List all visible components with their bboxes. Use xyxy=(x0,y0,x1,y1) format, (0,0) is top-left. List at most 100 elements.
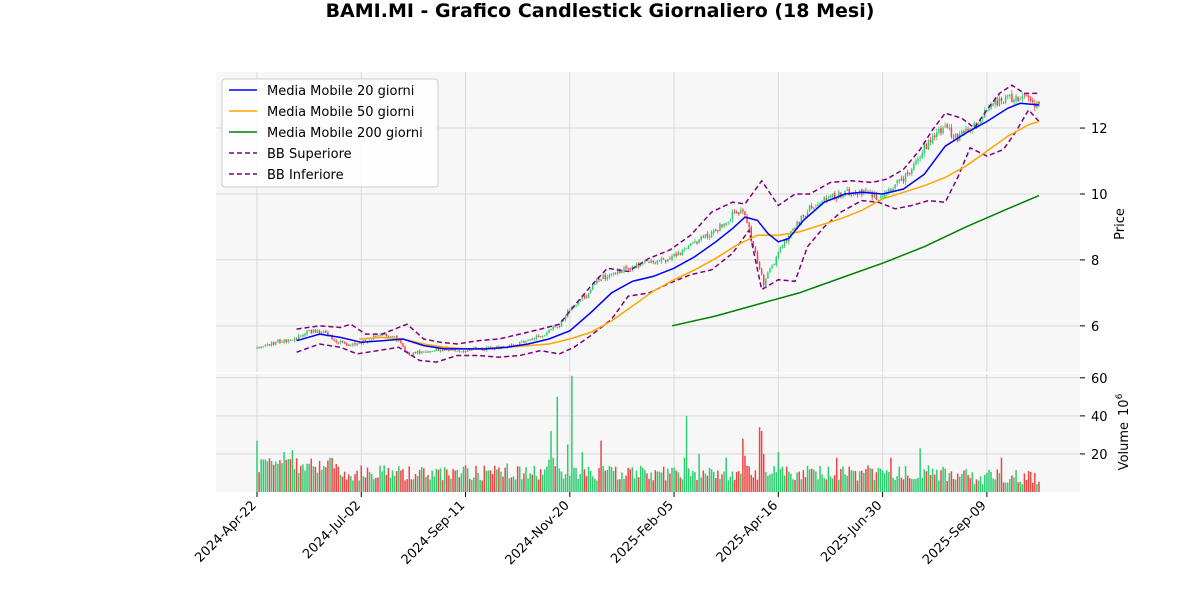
volume-bar xyxy=(1017,482,1019,492)
volume-bar xyxy=(529,473,531,492)
candle-body xyxy=(458,350,461,352)
volume-bar xyxy=(754,470,757,492)
candle-body xyxy=(792,228,794,231)
ma20-line xyxy=(296,102,1040,350)
volume-bar xyxy=(944,468,946,492)
candle-body xyxy=(464,351,467,352)
volume-bar xyxy=(623,478,625,492)
candle-body xyxy=(575,305,577,306)
volume-bar xyxy=(523,473,525,492)
candle-body xyxy=(356,344,358,346)
volume-bar xyxy=(850,470,853,492)
volume-bar xyxy=(796,472,798,492)
candle-body xyxy=(621,270,623,273)
candle-body xyxy=(614,272,617,274)
candle-body xyxy=(815,206,817,208)
volume-bar xyxy=(1000,457,1003,492)
volume-bar xyxy=(508,478,511,492)
candle-body xyxy=(602,274,604,280)
volume-bar xyxy=(352,480,354,492)
volume-bar xyxy=(977,480,980,492)
candle-body xyxy=(798,221,800,225)
volume-bar xyxy=(327,460,329,492)
volume-bar xyxy=(277,463,279,492)
volume-bar xyxy=(354,474,356,492)
candle-body xyxy=(915,160,917,164)
volume-bar xyxy=(375,477,377,492)
price-y-tick-label: 8 xyxy=(1091,254,1099,269)
volume-bar xyxy=(633,478,636,492)
candle-body xyxy=(554,326,556,328)
candle-body xyxy=(919,157,921,159)
candle-body xyxy=(429,351,431,353)
candle-body xyxy=(704,234,707,239)
volume-bar xyxy=(758,427,761,492)
volume-bar xyxy=(512,476,515,492)
candle-body xyxy=(940,128,942,134)
volume-bar xyxy=(454,470,456,492)
volume-bar xyxy=(652,480,654,492)
volume-bar xyxy=(917,477,919,492)
volume-bar xyxy=(477,472,479,492)
volume-bar xyxy=(833,475,836,492)
candle-body xyxy=(537,335,540,337)
candle-body xyxy=(408,352,410,355)
candle-body xyxy=(439,349,442,352)
candle-body xyxy=(777,252,780,258)
volume-bar xyxy=(908,478,911,492)
candle-body xyxy=(667,259,669,262)
volume-bar xyxy=(606,469,609,492)
candle-body xyxy=(393,336,396,338)
bb-lower-line xyxy=(296,108,1040,363)
volume-bar xyxy=(1009,478,1011,492)
volume-bar xyxy=(838,479,840,492)
volume-bar xyxy=(660,472,663,492)
candle-body xyxy=(437,348,440,352)
candle-body xyxy=(335,340,337,343)
volume-bar xyxy=(306,463,308,492)
candle-body xyxy=(1021,96,1024,100)
volume-bar xyxy=(1034,473,1036,492)
candle-body xyxy=(948,127,951,129)
candle-body xyxy=(773,264,775,266)
x-tick-labels: 2024-Apr-22 2024-Jul-02 2024-Sep-11 2024-No… xyxy=(192,492,990,568)
candle-body xyxy=(433,350,436,352)
candle-body xyxy=(762,274,765,286)
candle-body xyxy=(322,331,325,333)
candle-body xyxy=(744,211,746,215)
volume-bar xyxy=(863,472,865,492)
volume-bar xyxy=(821,474,823,492)
volume-bar xyxy=(395,471,398,492)
candle-body xyxy=(754,247,757,253)
volume-bar xyxy=(979,476,982,492)
candle-body xyxy=(375,335,377,337)
candle-body xyxy=(448,350,450,352)
candle-body xyxy=(591,285,594,290)
volume-bar xyxy=(752,477,755,492)
volume-bar xyxy=(769,474,771,492)
volume-bar xyxy=(650,472,652,492)
volume-bar xyxy=(881,470,884,492)
candle-body xyxy=(275,342,277,345)
candle-body xyxy=(683,249,686,250)
price-y-tick-label: 12 xyxy=(1091,122,1108,137)
volume-bar xyxy=(1019,481,1021,492)
volume-bar xyxy=(462,466,465,492)
volume-bar xyxy=(602,465,604,492)
volume-bar xyxy=(541,474,544,492)
candle-body xyxy=(587,293,590,298)
volume-bar xyxy=(1025,480,1028,492)
volume-bar xyxy=(963,470,965,492)
volume-bar xyxy=(260,459,262,492)
volume-bar xyxy=(942,466,944,492)
candle-body xyxy=(506,347,508,349)
candle-body xyxy=(354,343,356,345)
volume-bar xyxy=(583,469,586,492)
volume-bar xyxy=(385,474,388,492)
candle-body xyxy=(779,247,782,252)
candle-body xyxy=(466,350,469,352)
volume-bar xyxy=(318,460,321,492)
candle-body xyxy=(925,143,928,149)
candle-body xyxy=(489,347,492,348)
candle-body xyxy=(746,215,748,223)
